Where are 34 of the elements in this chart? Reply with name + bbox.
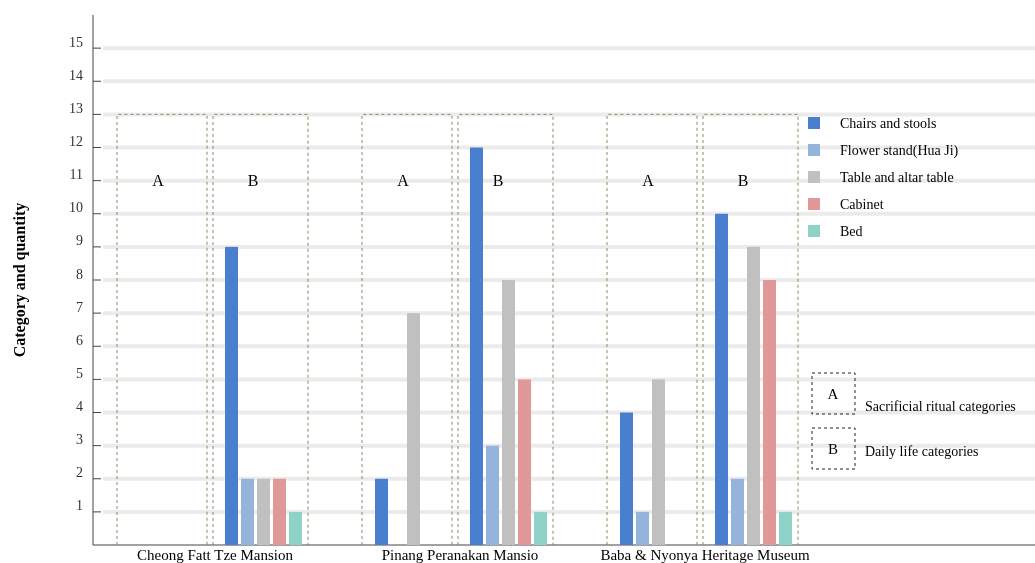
category-label: B	[827, 441, 839, 458]
legend-label: Flower stand(Hua Ji)	[840, 143, 959, 160]
category-label: A	[827, 386, 839, 403]
text: Sacrificial ritual categories	[865, 398, 1016, 414]
y-tick-label: 10	[69, 200, 83, 216]
text: Cheong Fatt Tze Mansion	[137, 547, 294, 563]
y-tick-label: 1	[76, 498, 83, 514]
legend-label: Cabinet	[840, 197, 884, 213]
legend-label: Bed	[840, 224, 863, 240]
x-tick-label: B	[737, 172, 749, 190]
y-tick-label: 6	[76, 332, 83, 348]
y-tick-label: 4	[76, 399, 83, 415]
legend-label: Chairs and stools	[840, 116, 937, 132]
legend-label: Table and altar table	[840, 170, 954, 186]
y-tick-label: 11	[69, 167, 83, 183]
y-tick-label: 2	[76, 465, 83, 481]
y-tick-label: 9	[76, 233, 83, 249]
y-tick-label: 7	[76, 299, 83, 315]
y-tick-label: 13	[69, 100, 83, 116]
y-tick-label: 14	[69, 67, 83, 83]
y-tick-label: 3	[76, 432, 83, 448]
x-tick-label: B	[492, 172, 504, 190]
y-tick-label: 15	[69, 34, 83, 50]
y-tick-label: 12	[69, 134, 83, 150]
x-tick-label: A	[397, 172, 410, 190]
y-tick-label: 5	[76, 365, 83, 381]
text: Baba & Nyonya Heritage Museum	[600, 547, 810, 563]
text: Pinang Peranakan Mansio	[381, 547, 539, 563]
y-tick-label: 8	[76, 266, 83, 282]
y-axis-title: Category and quantity	[11, 202, 29, 358]
x-tick-label: A	[152, 172, 165, 190]
text: Daily life categories	[865, 443, 979, 459]
x-tick-label: B	[247, 172, 259, 190]
x-tick-label: A	[642, 172, 655, 190]
